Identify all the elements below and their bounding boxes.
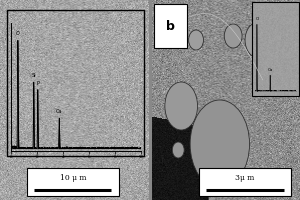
Ellipse shape — [245, 22, 272, 58]
Bar — [27, 168, 119, 196]
Text: 10 μ m: 10 μ m — [59, 174, 86, 182]
Text: 3μ m: 3μ m — [236, 174, 255, 182]
Ellipse shape — [190, 100, 250, 188]
Ellipse shape — [172, 142, 184, 158]
Bar — [253, 2, 298, 96]
Bar — [154, 4, 187, 48]
Ellipse shape — [189, 30, 203, 50]
Bar — [8, 10, 144, 156]
Ellipse shape — [270, 60, 285, 80]
Bar — [199, 168, 291, 196]
Ellipse shape — [224, 24, 242, 48]
Ellipse shape — [165, 82, 197, 130]
Text: b: b — [167, 20, 175, 32]
